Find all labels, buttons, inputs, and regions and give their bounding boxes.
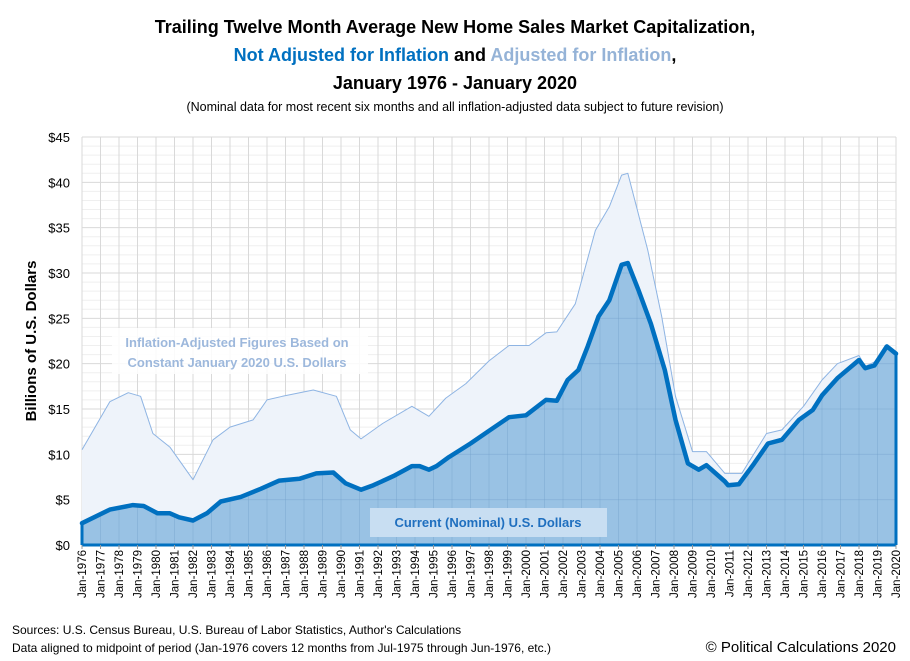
- x-tick-label: Jan-1993: [392, 550, 404, 598]
- x-tick-label: Jan-2000: [521, 550, 533, 598]
- x-tick-label: Jan-1989: [318, 550, 330, 598]
- footer-sources: Sources: U.S. Census Bureau, U.S. Bureau…: [12, 623, 461, 637]
- chart-subtitle: (Nominal data for most recent six months…: [186, 100, 723, 114]
- title-adjusted-part: Adjusted for Inflation: [490, 45, 671, 65]
- x-tick-label: Jan-2015: [799, 550, 811, 598]
- x-tick-label: Jan-2020: [891, 550, 903, 598]
- x-tick-label: Jan-2003: [577, 550, 589, 598]
- nominal-series-label: Current (Nominal) U.S. Dollars: [370, 508, 607, 537]
- x-tick-label: Jan-2004: [595, 549, 607, 598]
- title-and-part: and: [449, 45, 490, 65]
- x-tick-label: Jan-1977: [96, 550, 108, 598]
- x-tick-label: Jan-1980: [151, 550, 163, 598]
- x-tick-label: Jan-1983: [207, 550, 219, 598]
- x-tick-label: Jan-1979: [133, 550, 145, 598]
- x-tick-label: Jan-1981: [170, 550, 182, 598]
- x-tick-label: Jan-1991: [355, 550, 367, 598]
- adjusted-series-label: Inflation-Adjusted Figures Based on Cons…: [112, 328, 368, 374]
- chart-title-line1: Trailing Twelve Month Average New Home S…: [155, 17, 756, 37]
- adjusted-label-line1: Inflation-Adjusted Figures Based on: [125, 335, 348, 350]
- x-tick-label: Jan-1995: [429, 550, 441, 598]
- x-tick-label: Jan-1976: [77, 550, 89, 598]
- x-tick-label: Jan-1997: [466, 550, 478, 598]
- x-tick-label: Jan-1999: [503, 550, 515, 598]
- y-tick-label: $15: [48, 402, 70, 417]
- x-tick-label: Jan-2019: [873, 550, 885, 598]
- x-tick-label: Jan-1990: [336, 550, 348, 598]
- y-axis-label: Billions of U.S. Dollars: [23, 261, 40, 422]
- nominal-line: [79, 260, 899, 526]
- y-axis-ticks: $0 $5 $10 $15 $20 $25 $30 $35 $40 $45: [48, 130, 70, 553]
- x-tick-label: Jan-2001: [540, 550, 552, 598]
- x-tick-label: Jan-2011: [725, 550, 737, 597]
- chart-title-line2: Not Adjusted for Inflation and Adjusted …: [234, 45, 677, 65]
- x-tick-label: Jan-1978: [114, 550, 126, 598]
- nominal-area: [82, 263, 896, 545]
- chart-title-line3: January 1976 - January 2020: [333, 73, 577, 93]
- x-tick-label: Jan-1984: [225, 549, 237, 598]
- x-tick-label: Jan-2008: [669, 550, 681, 598]
- x-tick-label: Jan-1988: [299, 550, 311, 598]
- nominal-label-box: [370, 508, 607, 537]
- x-axis-ticks: Jan-1976 Jan-1977 Jan-1978 Jan-1979 Jan-1980…: [77, 545, 903, 598]
- adjusted-line: [81, 172, 897, 481]
- x-tick-label: Jan-1998: [484, 550, 496, 598]
- title-comma: ,: [671, 45, 676, 65]
- y-tick-label: $20: [48, 357, 70, 372]
- y-tick-label: $40: [48, 175, 70, 190]
- x-tick-label: Jan-2014: [780, 549, 792, 598]
- x-tick-label: Jan-1994: [410, 549, 422, 598]
- x-tick-label: Jan-2006: [632, 550, 644, 598]
- x-tick-label: Jan-1992: [373, 550, 385, 598]
- x-tick-label: Jan-2017: [836, 550, 848, 598]
- x-tick-label: Jan-2013: [762, 550, 774, 598]
- y-tick-label: $35: [48, 221, 70, 236]
- adjusted-label-box: [112, 328, 368, 374]
- x-tick-label: Jan-2002: [558, 550, 570, 598]
- title-nominal-part: Not Adjusted for Inflation: [234, 45, 449, 65]
- x-tick-label: Jan-1986: [262, 550, 274, 598]
- copyright: © Political Calculations 2020: [706, 639, 896, 656]
- y-tick-label: $0: [56, 538, 70, 553]
- nominal-label: Current (Nominal) U.S. Dollars: [394, 515, 581, 530]
- x-tick-label: Jan-2018: [854, 550, 866, 598]
- x-tick-label: Jan-2010: [706, 550, 718, 598]
- y-tick-label: $30: [48, 266, 70, 281]
- x-tick-label: Jan-1982: [188, 550, 200, 598]
- x-tick-label: Jan-2005: [614, 550, 626, 598]
- adjusted-label-line2: Constant January 2020 U.S. Dollars: [128, 355, 347, 370]
- x-tick-label: Jan-2009: [688, 550, 700, 598]
- y-tick-label: $5: [56, 493, 70, 508]
- x-tick-label: Jan-1996: [447, 550, 459, 598]
- y-tick-label: $45: [48, 130, 70, 145]
- x-tick-label: Jan-2012: [743, 550, 755, 598]
- x-tick-label: Jan-2007: [651, 550, 663, 598]
- footer-note: Data aligned to midpoint of period (Jan-…: [12, 641, 551, 655]
- y-tick-label: $10: [48, 447, 70, 462]
- x-tick-label: Jan-1987: [281, 550, 293, 598]
- x-tick-label: Jan-2016: [817, 550, 829, 598]
- x-tick-label: Jan-1985: [244, 550, 256, 598]
- y-tick-label: $25: [48, 311, 70, 326]
